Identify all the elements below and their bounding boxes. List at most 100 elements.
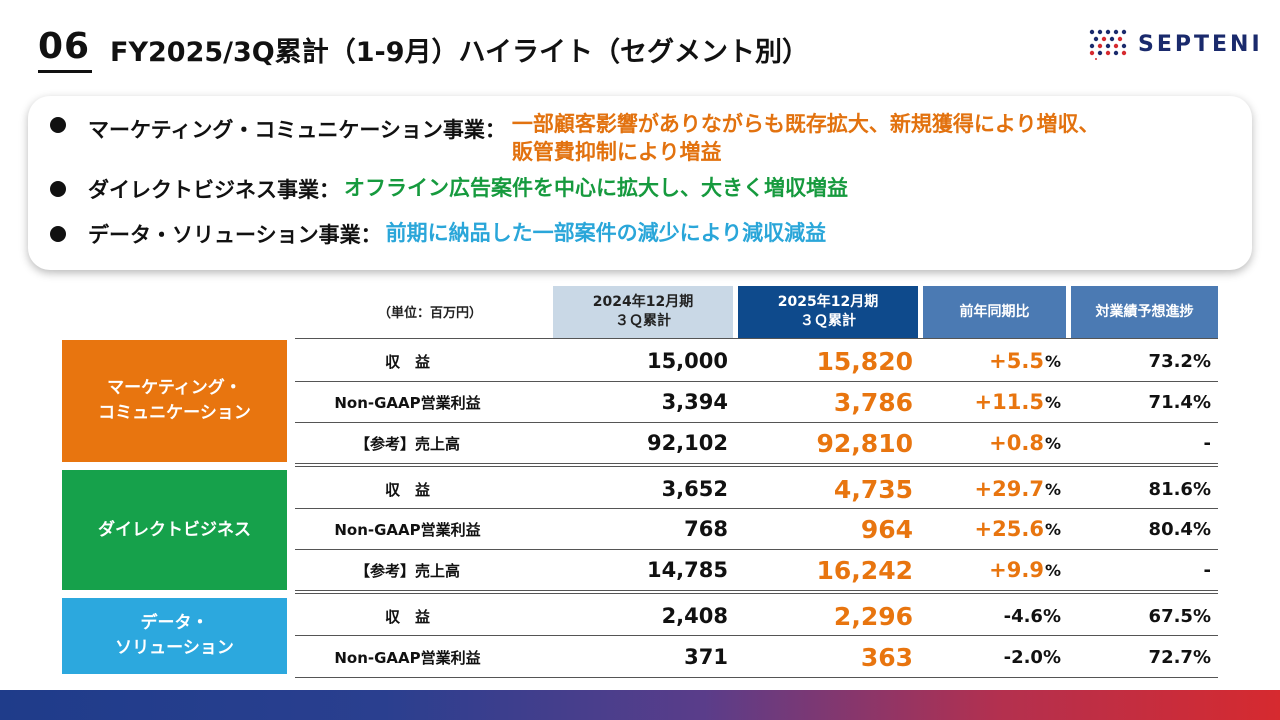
value-fy2024: 3,652 xyxy=(661,477,728,501)
segment-name: コミュニケーション xyxy=(98,403,251,423)
table-divider xyxy=(295,381,1218,382)
table-divider xyxy=(295,422,1218,423)
segment-divider xyxy=(295,590,1218,594)
value-fy2025: 3,786 xyxy=(833,387,913,417)
value-fy2024: 2,408 xyxy=(661,604,728,628)
segment-data-solution: データ・ ソリューション xyxy=(62,598,287,674)
value-fy2024: 371 xyxy=(684,645,728,669)
value-fy2024: 3,394 xyxy=(661,390,728,414)
logo-mark-icon xyxy=(1089,29,1127,60)
yoy-percent-sign: % xyxy=(1044,392,1061,412)
page-number-underline xyxy=(38,70,92,73)
bullet-icon xyxy=(50,181,66,197)
highlight-label: マーケティング・コミュニケーション事業： xyxy=(88,118,506,142)
table-row: 収 益 15,000 15,820 +5.5% 73.2% xyxy=(295,340,1218,382)
yoy-number: -4.6% xyxy=(1003,605,1061,627)
segment-name: ソリューション xyxy=(115,638,234,658)
value-fy2024: 14,785 xyxy=(646,558,728,582)
row-label: 【参考】売上高 xyxy=(354,561,460,580)
yoy-number: +5.5 xyxy=(989,349,1044,373)
highlight-label: ダイレクトビジネス事業： xyxy=(88,178,340,202)
segment-marketing-communication: マーケティング・ コミュニケーション xyxy=(62,340,287,462)
bullet-icon xyxy=(50,226,66,242)
value-yoy: +29.7% xyxy=(923,468,1061,510)
value-progress: 73.2% xyxy=(1148,350,1211,372)
table-row: Non-GAAP営業利益 768 964 +25.6% 80.4% xyxy=(295,508,1218,550)
highlight-desc: オフライン広告案件を中心に拡大し、大きく増収増益 xyxy=(344,176,848,200)
column-header-line: 2024年12月期 xyxy=(592,294,694,310)
segment-name: ダイレクトビジネス xyxy=(98,519,251,540)
highlight-item-direct: ダイレクトビジネス事業： オフライン広告案件を中心に拡大し、大きく増収増益 xyxy=(50,174,848,204)
column-header-progress: 対業績予想進捗 xyxy=(1071,286,1218,338)
value-fy2024: 92,102 xyxy=(646,431,728,455)
yoy-number: +11.5 xyxy=(974,390,1044,414)
row-label: Non-GAAP営業利益 xyxy=(334,648,481,667)
value-fy2024: 768 xyxy=(684,517,728,541)
highlight-desc: 前期に納品した一部案件の減少により減収減益 xyxy=(385,221,827,245)
table-row: Non-GAAP営業利益 3,394 3,786 +11.5% 71.4% xyxy=(295,381,1218,423)
value-progress: 71.4% xyxy=(1148,391,1211,413)
row-label: Non-GAAP営業利益 xyxy=(334,520,481,539)
segment-divider xyxy=(295,463,1218,467)
column-header-fy2025: 2025年12月期 ３Ｑ累計 xyxy=(738,286,918,338)
septeni-logo: SEPTENI xyxy=(1088,28,1263,60)
value-yoy: -2.0% xyxy=(923,636,1061,678)
value-fy2025: 16,242 xyxy=(816,555,913,585)
value-fy2025: 363 xyxy=(860,642,913,672)
value-fy2025: 964 xyxy=(860,514,913,544)
highlight-item-marketing: マーケティング・コミュニケーション事業： 一部顧客影響がありながらも既存拡大、新… xyxy=(50,110,1099,166)
table-row: Non-GAAP営業利益 371 363 -2.0% 72.7% xyxy=(295,636,1218,678)
highlight-item-data: データ・ソリューション事業： 前期に納品した一部案件の減少により減収減益 xyxy=(50,219,826,249)
row-label: 収 益 xyxy=(384,480,430,499)
column-header-fy2024: 2024年12月期 ３Ｑ累計 xyxy=(553,286,733,338)
row-label: 収 益 xyxy=(384,352,430,371)
value-progress: 80.4% xyxy=(1148,518,1211,540)
value-yoy: +11.5% xyxy=(923,381,1061,423)
value-yoy: +0.8% xyxy=(923,422,1061,464)
row-label: 【参考】売上高 xyxy=(354,434,460,453)
value-yoy: -4.6% xyxy=(923,595,1061,637)
logo-text: SEPTENI xyxy=(1138,31,1263,57)
column-header-line: 前年同期比 xyxy=(959,303,1030,320)
row-label: 収 益 xyxy=(384,607,430,626)
value-fy2025: 92,810 xyxy=(816,428,913,458)
yoy-percent-sign: % xyxy=(1044,351,1061,371)
column-header-yoy: 前年同期比 xyxy=(923,286,1066,338)
value-fy2025: 4,735 xyxy=(833,474,913,504)
table-divider xyxy=(295,677,1218,678)
value-yoy: +5.5% xyxy=(923,340,1061,382)
column-header-line: ３Ｑ累計 xyxy=(615,313,671,329)
column-header-line: 対業績予想進捗 xyxy=(1095,303,1194,320)
value-yoy: +25.6% xyxy=(923,508,1061,550)
yoy-number: +0.8 xyxy=(989,431,1044,455)
yoy-percent-sign: % xyxy=(1044,433,1061,453)
highlight-label: データ・ソリューション事業： xyxy=(88,223,382,247)
yoy-number: -2.0% xyxy=(1003,646,1061,668)
yoy-number: +25.6 xyxy=(974,517,1044,541)
unit-label: （単位：百万円） xyxy=(377,306,482,321)
yoy-percent-sign: % xyxy=(1044,479,1061,499)
value-progress: 72.7% xyxy=(1148,646,1211,668)
footer-gradient-bar xyxy=(0,690,1280,720)
value-fy2025: 15,820 xyxy=(816,346,913,376)
yoy-percent-sign: % xyxy=(1044,519,1061,539)
value-yoy: +9.9% xyxy=(923,549,1061,591)
table-row: 【参考】売上高 92,102 92,810 +0.8% - xyxy=(295,422,1218,464)
table-row: 収 益 3,652 4,735 +29.7% 81.6% xyxy=(295,468,1218,510)
value-progress: - xyxy=(1203,559,1211,581)
table-row: 収 益 2,408 2,296 -4.6% 67.5% xyxy=(295,595,1218,637)
value-fy2025: 2,296 xyxy=(833,601,913,631)
table-divider xyxy=(295,635,1218,636)
segment-direct-business: ダイレクトビジネス xyxy=(62,470,287,590)
table-divider xyxy=(295,549,1218,550)
segment-name: マーケティング・ xyxy=(107,378,242,398)
table-divider xyxy=(295,338,1218,339)
highlight-desc: 一部顧客影響がありながらも既存拡大、新規獲得により増収、 xyxy=(511,112,1100,136)
table-row: 【参考】売上高 14,785 16,242 +9.9% - xyxy=(295,549,1218,591)
value-progress: 81.6% xyxy=(1148,478,1211,500)
column-header-line: 2025年12月期 xyxy=(777,294,879,310)
value-progress: 67.5% xyxy=(1148,605,1211,627)
yoy-percent-sign: % xyxy=(1044,560,1061,580)
yoy-number: +9.9 xyxy=(989,558,1044,582)
segment-name: データ・ xyxy=(140,613,209,633)
